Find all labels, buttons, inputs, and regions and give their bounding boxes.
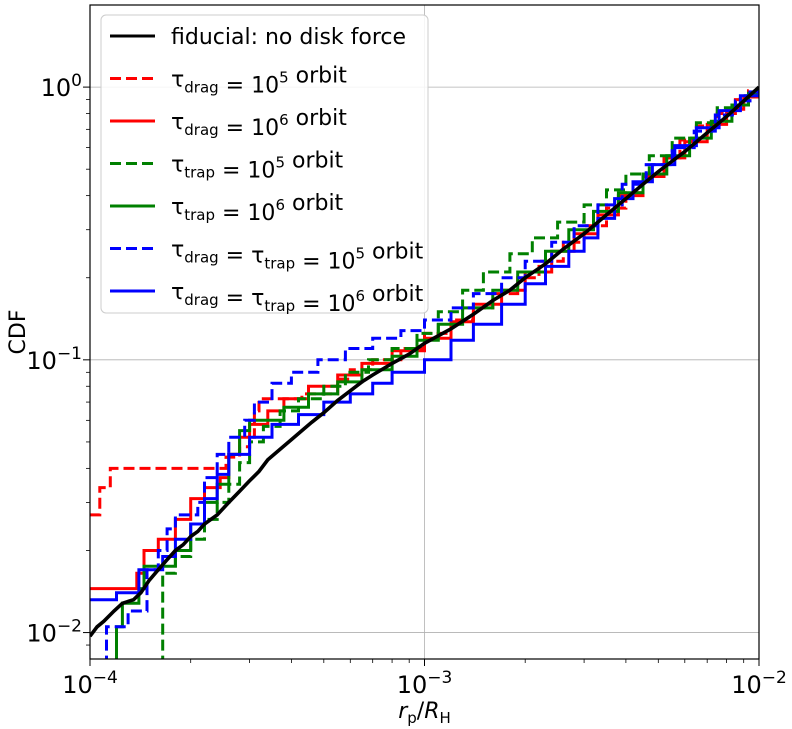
legend-entry: τdrag = τtrap = 105 orbit — [171, 238, 424, 275]
legend-box — [100, 14, 429, 314]
legend-entry: τdrag = τtrap = 106 orbit — [171, 280, 424, 317]
y-tick-label: 10−2 — [26, 617, 82, 648]
y-tick-label: 10−1 — [26, 344, 82, 375]
axis-labels: rp/RH CDF — [6, 310, 451, 727]
legend-entry: τdrag = 105 orbit — [171, 64, 347, 99]
y-tick-label: 100 — [41, 71, 82, 102]
y-axis-label: CDF — [6, 310, 31, 355]
series-layer — [90, 85, 759, 659]
legend-entry: τtrap = 106 orbit — [171, 191, 344, 226]
x-tick-label: 10−4 — [62, 668, 118, 699]
series-line-1 — [90, 87, 759, 517]
x-tick-label: 10−2 — [731, 668, 787, 699]
axis-ticks: 10−4 10−3 10−2 10−2 10−1 100 — [26, 71, 786, 699]
legend-entry: fiducial: no disk force — [171, 25, 406, 50]
legend-entry: τtrap = 105 orbit — [171, 149, 344, 184]
x-tick-label: 10−3 — [397, 668, 453, 699]
series-line-0 — [90, 85, 759, 638]
legend-entry: τdrag = 106 orbit — [171, 106, 347, 141]
series-line-4 — [115, 87, 759, 659]
legend: fiducial: no disk force τdrag = 105 orbit… — [100, 14, 429, 317]
x-axis-label: rp/RH — [398, 699, 451, 727]
